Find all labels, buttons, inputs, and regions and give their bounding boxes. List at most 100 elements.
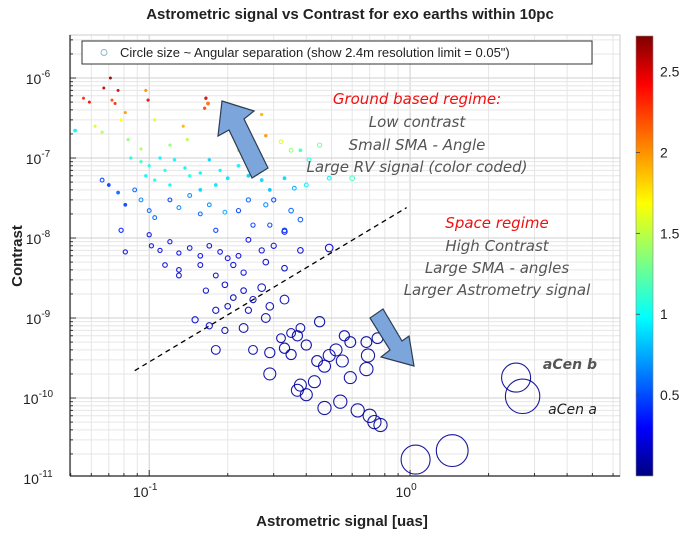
data-point — [259, 178, 264, 183]
data-point — [207, 158, 212, 162]
data-point — [238, 323, 249, 333]
ground-regime-title: Ground based regime: — [333, 90, 501, 108]
data-point — [144, 88, 148, 93]
data-point — [313, 316, 326, 328]
data-point — [126, 137, 130, 142]
divider-line — [134, 207, 407, 372]
data-point — [132, 187, 138, 193]
ground-regime-annotation: Ground based regime: Low contrast Small … — [307, 90, 528, 176]
data-point — [81, 96, 86, 100]
data-point — [212, 272, 219, 279]
data-point — [198, 171, 203, 175]
data-point — [217, 249, 223, 255]
data-point — [250, 222, 256, 228]
y-tick-label: 10-11 — [23, 469, 53, 487]
data-point — [329, 343, 343, 357]
data-point — [359, 361, 374, 377]
data-point — [212, 306, 220, 314]
data-point — [245, 236, 252, 243]
grid — [70, 35, 620, 476]
y-axis-label: Contrast — [9, 225, 26, 287]
data-point — [206, 242, 213, 249]
data-point — [264, 346, 276, 359]
data-point — [360, 336, 373, 349]
data-point — [245, 197, 252, 203]
data-point — [187, 193, 193, 198]
data-point — [138, 197, 144, 203]
data-point — [118, 227, 124, 233]
data-point — [282, 176, 287, 181]
data-point — [298, 148, 303, 153]
arrow-down-right-icon — [369, 308, 415, 367]
data-point — [213, 183, 218, 187]
data-point — [202, 287, 210, 294]
data-point — [198, 187, 203, 192]
data-point — [246, 173, 251, 178]
data-point — [267, 187, 272, 192]
colorbar-ticks: 0.5 1 1.5 2 2.5 — [636, 64, 680, 403]
colorbar-tick-label: 1.5 — [660, 225, 680, 241]
data-point — [163, 168, 167, 173]
data-point — [119, 118, 123, 122]
data-point — [224, 302, 232, 310]
data-point — [122, 249, 128, 255]
data-point — [204, 96, 208, 100]
y-tick-label: 10-7 — [26, 149, 51, 167]
y-tick-label: 10-9 — [26, 309, 51, 327]
data-point — [307, 375, 321, 389]
data-point — [167, 197, 173, 203]
data-point — [144, 174, 148, 178]
data-point — [435, 434, 469, 468]
data-point — [108, 76, 112, 80]
data-point — [152, 215, 158, 221]
data-point — [205, 322, 213, 330]
data-point — [221, 281, 229, 289]
data-point — [176, 250, 182, 256]
data-point — [187, 174, 192, 178]
space-regime-annotation: Space regime High Contrast Large SMA - a… — [404, 214, 591, 299]
data-point — [343, 371, 357, 385]
data-point — [176, 205, 182, 211]
data-point — [202, 106, 207, 110]
data-point — [299, 388, 313, 402]
space-regime-line: High Contrast — [445, 237, 549, 255]
data-point — [288, 207, 294, 214]
data-point — [285, 348, 297, 361]
data-point — [350, 403, 365, 418]
data-points — [73, 76, 541, 475]
data-point — [291, 330, 304, 342]
data-point — [168, 143, 172, 147]
data-point — [281, 227, 288, 234]
data-point — [335, 354, 349, 368]
data-point — [183, 166, 187, 170]
data-point — [349, 175, 356, 182]
data-point — [102, 86, 106, 90]
data-point — [152, 178, 157, 182]
data-point — [129, 156, 133, 160]
data-point — [244, 306, 253, 314]
data-point — [146, 208, 152, 214]
y-tick-label: 10-8 — [26, 229, 51, 247]
data-point — [240, 287, 247, 294]
data-point — [317, 400, 332, 416]
data-point — [146, 98, 150, 102]
data-point — [258, 247, 265, 254]
data-point — [181, 124, 185, 128]
data-point — [99, 177, 105, 183]
data-point — [186, 245, 193, 251]
data-point — [116, 190, 121, 195]
data-point — [236, 163, 241, 168]
x-axis-label: Astrometric signal [uas] — [256, 513, 428, 530]
ground-regime-line: Low contrast — [369, 113, 467, 131]
data-point — [240, 269, 247, 276]
data-point — [162, 262, 168, 268]
colorbar-tick-label: 2 — [660, 144, 668, 160]
data-point — [93, 124, 97, 128]
data-point — [157, 247, 163, 254]
data-point — [344, 336, 357, 349]
data-point — [333, 394, 348, 409]
data-point — [297, 216, 304, 223]
data-point — [73, 128, 78, 133]
data-point — [213, 227, 219, 233]
